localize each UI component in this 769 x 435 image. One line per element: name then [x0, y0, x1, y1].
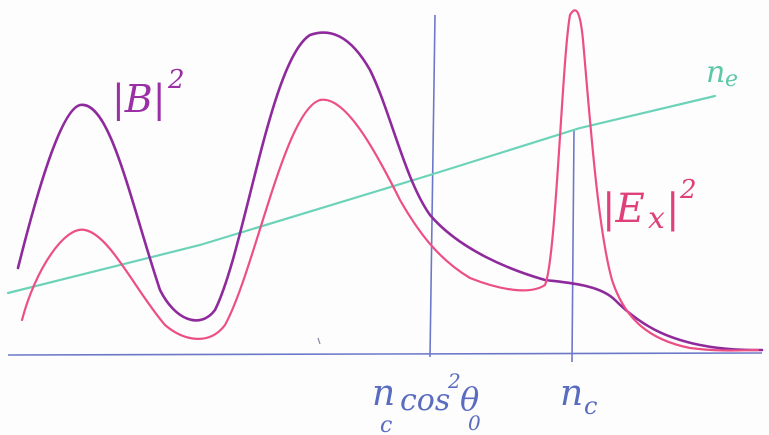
- axis-label-cos-exp: 2: [447, 369, 461, 393]
- stray-mark: [317, 337, 321, 345]
- b-squared-label: |B|: [112, 77, 166, 121]
- axis-label-nccos-n: n: [372, 373, 395, 414]
- ne-subscript: e: [725, 67, 738, 92]
- marker-line-nccos: [429, 14, 436, 358]
- ex-squared-close-bar: |: [666, 186, 679, 232]
- axis-label-nccos-sub: c: [380, 413, 392, 435]
- axis-label-nc-n: n: [560, 373, 583, 414]
- horizontal-axis: [7, 352, 763, 356]
- ex-squared-exponent: 2: [679, 175, 697, 205]
- marker-line-nc: [571, 129, 575, 363]
- ex-squared-curve: [20, 9, 760, 352]
- axis-label-nc-sub: c: [584, 392, 597, 420]
- ex-squared-subscript: x: [648, 201, 665, 236]
- axis-label-cos: cos: [400, 383, 450, 418]
- ex-squared-label: |E: [602, 186, 645, 232]
- axis-label-theta: θ: [460, 380, 479, 418]
- axis-label-theta-sub: 0: [468, 411, 481, 435]
- b-squared-curve: [16, 31, 764, 352]
- ne-label: n: [706, 55, 725, 90]
- b-squared-exponent: 2: [167, 65, 185, 95]
- ne-line: [6, 94, 717, 295]
